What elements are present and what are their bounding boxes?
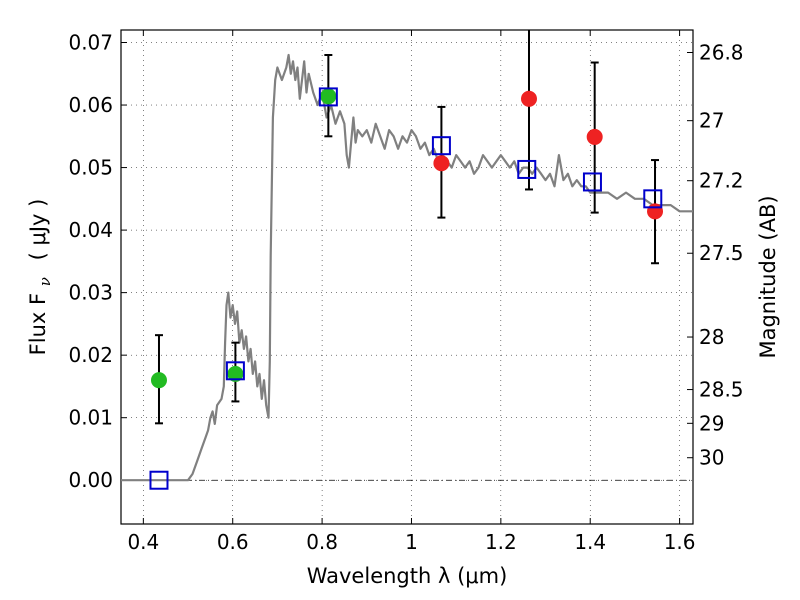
data-point — [150, 372, 167, 389]
x-tick-label: 1.2 — [485, 530, 517, 554]
y-axis-label: Flux F ν ( μJy ) — [26, 199, 55, 356]
x-tick-label: 1.4 — [574, 530, 606, 554]
y2-axis-label: Magnitude (AB) — [756, 195, 780, 358]
data-point — [520, 90, 537, 107]
data-point — [647, 203, 664, 220]
data-point — [586, 128, 603, 145]
y2-tick-label: 27.5 — [699, 241, 744, 265]
model-spectrum-line — [121, 53, 693, 482]
y2-tick-label: 28 — [699, 325, 724, 349]
model-photometry-square — [318, 87, 338, 107]
model-photometry-square — [431, 136, 451, 156]
y-axis-label-sub: ν — [36, 277, 54, 286]
y-tick-label: 0.00 — [68, 468, 113, 492]
y-tick-label: 0.05 — [68, 156, 113, 180]
x-tick-label: 0.6 — [217, 530, 249, 554]
model-photometry-square — [225, 361, 245, 381]
y-tick-label: 0.04 — [68, 218, 113, 242]
y-tick-label: 0.03 — [68, 281, 113, 305]
x-tick-label: 1 — [405, 530, 418, 554]
y-axis-label-unit: ( μJy ) — [26, 199, 50, 261]
model-photometry-square — [517, 159, 537, 179]
model-photometry-square — [643, 189, 663, 209]
y2-tick-label: 26.8 — [699, 41, 744, 65]
x-tick-label: 0.8 — [306, 530, 338, 554]
x-tick-label: 0.4 — [127, 530, 159, 554]
data-point — [433, 155, 450, 172]
y-tick-label: 0.06 — [68, 93, 113, 117]
y2-tick-label: 29 — [699, 411, 724, 435]
y-tick-label: 0.02 — [68, 343, 113, 367]
x-tick-label: 1.6 — [664, 530, 696, 554]
y-tick-label: 0.07 — [68, 31, 113, 55]
model-photometry-square — [582, 172, 602, 192]
x-axis-label: Wavelength λ (μm) — [307, 564, 508, 588]
data-point — [320, 88, 337, 105]
y2-tick-label: 27 — [699, 109, 724, 133]
y2-tick-label: 28.5 — [699, 378, 744, 402]
y-tick-label: 0.01 — [68, 406, 113, 430]
y2-tick-label: 27.2 — [699, 169, 744, 193]
y-axis-label-main: Flux F — [26, 293, 50, 355]
y2-tick-label: 30 — [699, 446, 724, 470]
model-photometry-square — [149, 470, 169, 490]
plot-frame — [120, 29, 694, 525]
